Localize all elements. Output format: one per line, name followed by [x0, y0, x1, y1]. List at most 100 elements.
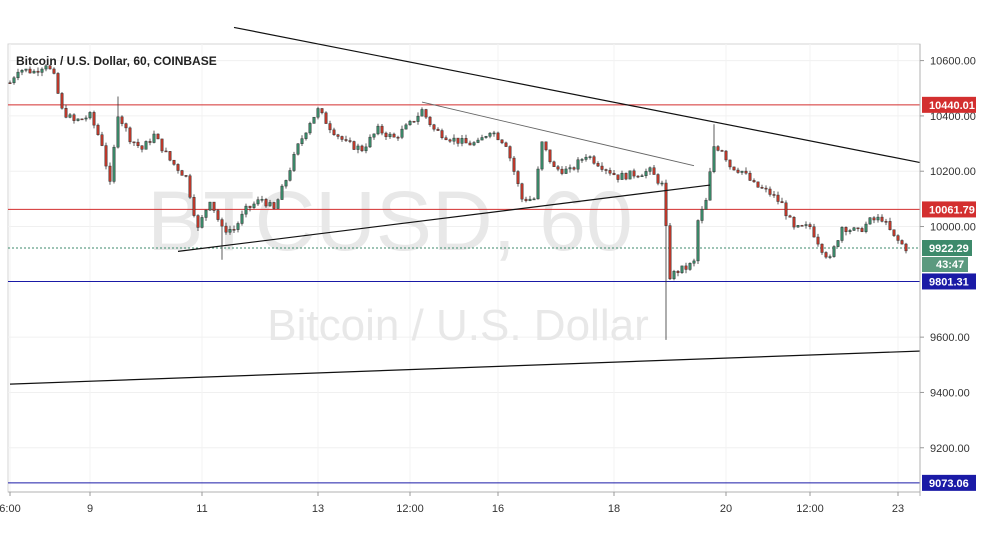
candle-body — [440, 130, 444, 138]
candle — [648, 166, 652, 175]
candle-body — [312, 116, 316, 124]
candle-body — [564, 168, 568, 174]
candle — [360, 144, 364, 153]
candle-body — [800, 225, 804, 227]
candle — [872, 216, 876, 224]
candle-body — [288, 170, 292, 181]
candle-body — [380, 125, 384, 134]
candle-body — [448, 139, 452, 142]
candle — [740, 170, 744, 175]
candle — [892, 229, 896, 237]
candle-body — [776, 194, 780, 202]
candle — [488, 132, 492, 139]
candle — [24, 68, 28, 73]
candle — [860, 226, 864, 233]
candle — [388, 132, 392, 139]
candle-body — [804, 224, 808, 226]
candle — [852, 226, 856, 231]
candle — [624, 172, 628, 181]
candle-body — [712, 146, 716, 172]
candle — [680, 265, 684, 274]
candle — [848, 228, 852, 235]
candle-body — [308, 123, 312, 134]
candle-body — [780, 201, 784, 204]
candle-body — [480, 137, 484, 141]
candle — [376, 123, 380, 136]
candle-body — [696, 220, 700, 262]
candle-body — [808, 224, 812, 227]
y-tick-label: 10000.00 — [930, 222, 976, 234]
level-badge-bg — [922, 96, 976, 113]
candle-body — [8, 82, 12, 84]
candle-body — [152, 133, 156, 143]
candle — [28, 66, 32, 74]
level-badge-support: 9801.31 — [922, 273, 976, 290]
candle-body — [352, 141, 356, 150]
x-axis[interactable]: 6:00 9 11 13 12:00 16 18 20 12:00 23 — [0, 492, 904, 515]
candle-body — [12, 77, 16, 84]
candle-body — [316, 108, 320, 118]
candle-body — [392, 133, 396, 138]
candle-body — [460, 138, 464, 144]
candle — [272, 201, 276, 210]
candle-body — [184, 175, 188, 177]
candle-body — [180, 170, 184, 176]
candle-body — [456, 137, 460, 144]
candle-body — [140, 145, 144, 150]
candle — [516, 170, 520, 187]
candle — [612, 169, 616, 176]
candle — [828, 254, 832, 260]
candle — [620, 170, 624, 180]
candle-body — [204, 209, 208, 218]
candle-body — [760, 186, 764, 189]
candle-body — [60, 93, 64, 109]
candle — [396, 135, 400, 141]
candle — [92, 110, 96, 129]
candle — [800, 224, 804, 227]
candle-body — [568, 167, 572, 170]
x-tick-label: 12:00 — [796, 503, 824, 515]
x-tick-label: 12:00 — [396, 503, 424, 515]
candle — [80, 118, 84, 121]
candle — [236, 221, 240, 233]
y-axis[interactable]: 10600.00 10400.00 10200.00 10000.00 9600.00 9… — [920, 56, 976, 455]
candle — [536, 166, 540, 200]
candle — [196, 214, 200, 232]
candle-body — [236, 223, 240, 230]
candle-body — [116, 116, 120, 148]
candle — [896, 234, 900, 244]
candle — [12, 76, 16, 85]
candle-body — [240, 213, 244, 224]
candles — [8, 64, 908, 340]
candle-body — [88, 112, 92, 119]
candle-body — [536, 168, 540, 200]
plot-area — [7, 43, 921, 493]
candle — [204, 209, 208, 221]
candle — [332, 127, 336, 136]
candle-body — [508, 146, 512, 159]
candle-body — [676, 270, 680, 273]
candle — [344, 135, 348, 143]
candle-body — [532, 198, 536, 201]
candle-body — [432, 124, 436, 130]
candle — [352, 140, 356, 151]
trendlines — [9, 26, 923, 385]
level-badge-bg — [922, 474, 976, 491]
candle-body — [212, 201, 216, 211]
candle — [264, 197, 268, 208]
candle-body — [32, 70, 36, 74]
candle-body — [860, 228, 864, 232]
candle-body — [72, 114, 76, 121]
candle-body — [832, 246, 836, 257]
candle — [824, 251, 828, 259]
candle — [700, 206, 704, 224]
candle-body — [596, 163, 600, 167]
level-badge-bg — [922, 201, 976, 218]
candle-body — [436, 128, 440, 131]
candle — [492, 130, 496, 137]
candle — [144, 140, 148, 150]
candle — [772, 190, 776, 198]
candle-body — [672, 270, 676, 280]
y-tick-label: 9600.00 — [930, 332, 970, 344]
